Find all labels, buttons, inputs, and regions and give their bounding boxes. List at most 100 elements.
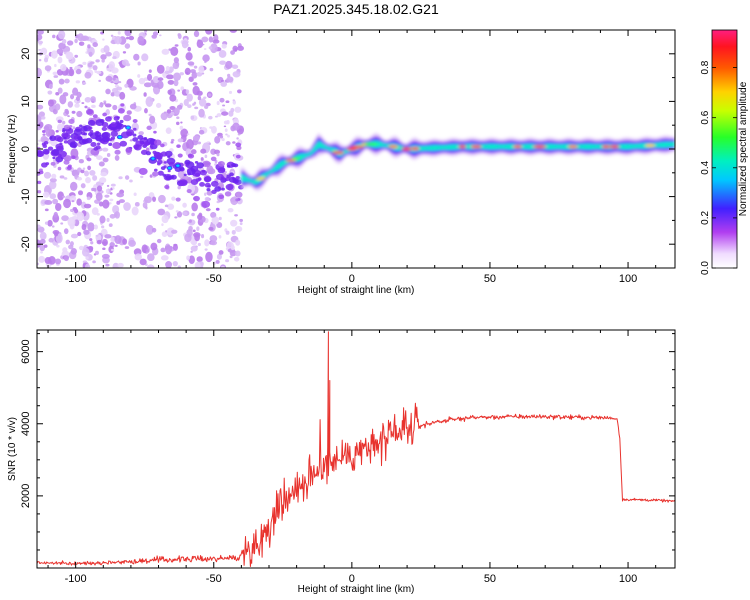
spectrogram-noise-cell	[110, 34, 114, 37]
spectrogram-noise-cell	[170, 46, 179, 57]
spectrogram-noise-cell	[110, 248, 115, 252]
spectrogram-noise-cell	[184, 233, 192, 243]
spectrogram-noise-cell	[230, 107, 235, 113]
spectrogram-noise-cell	[211, 125, 217, 134]
spectrogram-noise-cell	[144, 30, 148, 33]
spectrogram-noise-cell	[230, 125, 236, 132]
spectrogram-noise-cell	[78, 159, 85, 164]
spectrogram-noise-cell	[62, 247, 68, 253]
spectrogram-noise-cell	[103, 102, 107, 105]
spectrogram-peak	[470, 145, 482, 149]
spectrogram-noise-cell	[164, 204, 169, 208]
spectrogram-noise-cell	[200, 148, 207, 154]
spectrogram-noise-cell	[145, 96, 154, 107]
spectrogram-noise-cell	[186, 167, 196, 176]
spectrogram-noise-cell	[87, 222, 95, 232]
spectrogram-noise-cell	[219, 97, 225, 103]
spectrogram-noise-cell	[82, 167, 86, 170]
spectrogram-noise-cell	[161, 48, 170, 55]
spectrogram-noise-cell	[234, 256, 240, 262]
spectrogram-noise-cell	[45, 162, 50, 166]
spectrogram-noise-cell	[60, 222, 64, 225]
spectrogram-noise-cell	[192, 82, 198, 86]
spectrogram-noise-cell	[225, 230, 230, 235]
spectrogram-noise-cell	[47, 219, 53, 227]
spectrogram-noise-cell	[234, 225, 243, 232]
spectrogram-noise-cell	[91, 104, 96, 109]
spectrogram-noise-cell	[152, 196, 157, 202]
spectrogram-noise-cell	[96, 142, 101, 146]
spectrogram-noise-cell	[204, 196, 210, 202]
spectrogram-noise-cell	[104, 103, 112, 108]
spectrogram-noise-cell	[204, 176, 212, 182]
spectrogram-noise-cell	[58, 78, 65, 85]
spectrogram-noise-cell	[177, 33, 182, 39]
spectrogram-peak	[350, 145, 364, 149]
spectrogram-noise-cell	[87, 62, 93, 68]
spectrogram-noise-cell	[72, 87, 79, 96]
spectrogram-noise-cell	[160, 247, 166, 253]
spectrogram-noise-cell	[179, 166, 185, 171]
spectrogram-noise-cell	[163, 161, 167, 164]
spectrogram-noise-cell	[84, 105, 88, 109]
spectrogram-noise-cell	[122, 51, 127, 54]
spectrogram-noise-cell	[108, 142, 113, 146]
spectrogram-noise-cell	[225, 141, 231, 146]
spectrogram-noise-cell	[165, 127, 172, 134]
spectrogram-noise-cell	[67, 164, 72, 168]
spectrogram-noise-cell	[74, 103, 80, 108]
spectrogram-noise-cell	[110, 136, 116, 140]
spectrogram-noise-cell	[77, 231, 82, 237]
spectrogram-noise-cell	[232, 71, 241, 78]
spectrogram-noise-cell	[193, 30, 200, 38]
spectrogram-noise-cell	[98, 161, 105, 167]
spectrogram-noise-cell	[124, 83, 129, 88]
spectrogram-noise-cell	[114, 36, 122, 45]
spectrogram-noise-cell	[90, 96, 96, 102]
spectrogram-noise-cell	[137, 135, 144, 140]
spectrogram-noise-cell	[109, 198, 114, 202]
spectrogram-noise-cell	[55, 203, 62, 212]
spectrogram-noise-cell	[71, 110, 76, 114]
spectrogram-noise-cell	[37, 190, 42, 194]
spectrogram-noise-cell	[81, 41, 85, 46]
spectrogram-noise-cell	[98, 104, 102, 107]
spectrogram-noise-cell	[139, 258, 147, 266]
spectrogram-noise-cell	[120, 131, 130, 139]
spectrogram-noise-cell	[146, 73, 153, 81]
spectrogram-noise-cell	[237, 89, 242, 94]
spectrogram-x-tick-label: 0	[349, 273, 355, 285]
spectrogram-noise-cell	[52, 156, 56, 160]
spectrogram-noise-cell	[151, 34, 157, 39]
spectrogram-noise-cell	[146, 125, 152, 130]
spectrogram-noise-cell	[44, 199, 53, 205]
spectrogram-noise-cell	[95, 250, 99, 255]
spectrogram-noise-cell	[165, 244, 172, 255]
spectrogram-noise-cell	[237, 45, 244, 51]
spectrogram-noise-cell	[42, 133, 46, 136]
spectrogram-noise-cell	[217, 161, 225, 167]
spectrogram-noise-cell	[105, 88, 111, 95]
spectrogram-noise-cell	[170, 174, 177, 180]
spectrogram-noise-cell	[53, 211, 58, 218]
spectrogram-noise-cell	[156, 80, 164, 90]
spectrogram-noise-cell	[204, 105, 209, 109]
spectrogram-noise-cell	[112, 186, 115, 190]
spectrogram-noise-cell	[194, 261, 201, 268]
spectrogram-noise-cell	[190, 178, 199, 185]
spectrogram-noise-cell	[176, 144, 181, 148]
spectrogram-peak	[255, 176, 266, 181]
spectrogram-noise-cell	[43, 57, 49, 63]
spectrogram-noise-cell	[197, 214, 203, 220]
spectrogram-noise-cell	[235, 142, 242, 148]
spectrogram-noise-cell	[164, 184, 170, 190]
spectrogram-noise-cell	[196, 162, 205, 169]
spectrogram-noise-cell	[182, 211, 188, 216]
spectrogram-noise-cell	[102, 199, 110, 209]
spectrogram-noise-cell	[52, 34, 56, 39]
spectrogram-noise-cell	[226, 76, 234, 83]
spectrogram-noise-cell	[220, 265, 225, 268]
spectrogram-noise-cell	[170, 111, 175, 116]
spectrogram-peak	[458, 145, 467, 149]
spectrogram-noise-cell	[116, 200, 121, 205]
